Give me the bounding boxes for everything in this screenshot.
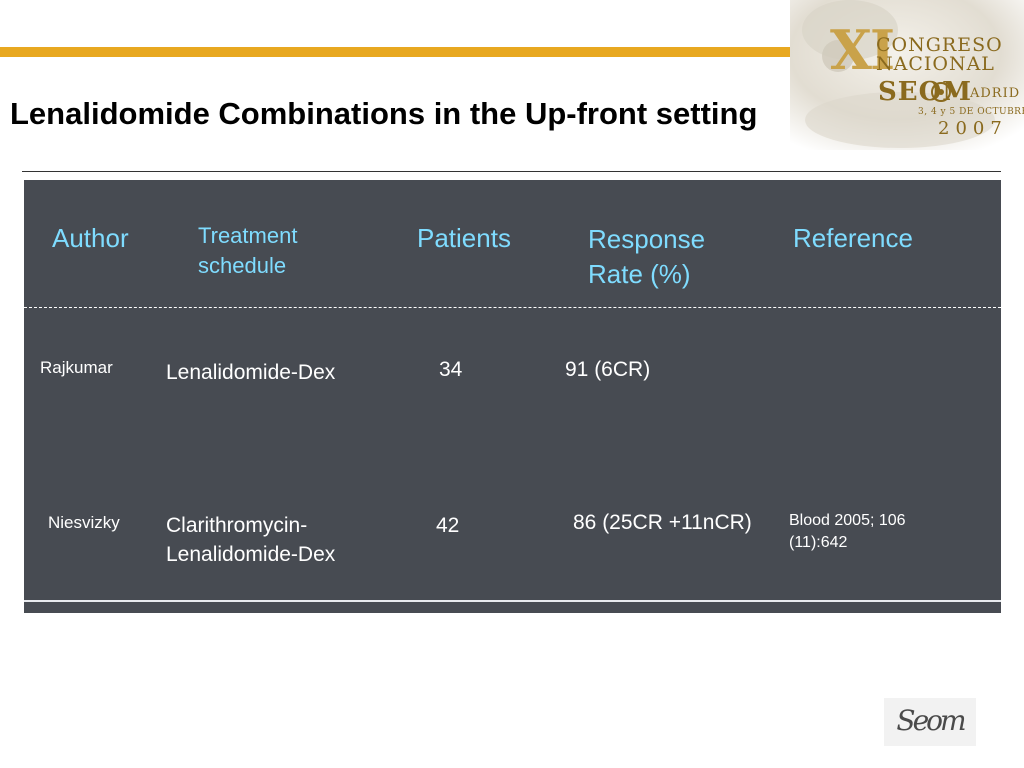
- logo-city: ADRID: [970, 86, 1021, 101]
- logo-seom: SEOM: [878, 77, 973, 107]
- row-1-author: Rajkumar: [40, 358, 113, 377]
- row-2-schedule: Clarithromycin-Lenalidomide-Dex: [166, 514, 336, 567]
- row-2-patients: 42: [436, 514, 460, 537]
- logo-numeral: XI: [830, 18, 895, 82]
- header-response-rate: Response Rate (%): [588, 224, 706, 289]
- logo-line-congreso: CONGRESO: [876, 34, 1003, 56]
- row-2-author: Niesvizky: [48, 513, 120, 532]
- header-patients: Patients: [417, 223, 511, 253]
- header-author: Author: [52, 223, 129, 253]
- footer-logo-text: Seom: [896, 704, 966, 737]
- logo-background-graphic: [790, 0, 1024, 150]
- row-1-response: 91 (6CR): [565, 358, 651, 381]
- row-2-response: 86 (25CR +11nCR): [573, 511, 752, 534]
- row-1-patients: 34: [439, 358, 463, 381]
- table-bottom-rule: [24, 600, 1001, 602]
- header-divider: [24, 307, 1001, 308]
- results-table: [24, 180, 1001, 613]
- congress-logo: XI CONGRESO NACIONAL SEOM ADRID 3, 4 y 5…: [790, 0, 1024, 150]
- logo-date: 3, 4 y 5 DE OCTUBRE: [918, 107, 1024, 117]
- row-1-schedule: Lenalidomide-Dex: [166, 361, 336, 384]
- seom-footer-logo: Seom: [884, 698, 976, 746]
- accent-bar: [0, 47, 840, 57]
- row-2-reference: Blood 2005; 106 (11):642: [789, 512, 906, 552]
- title-divider: [22, 171, 1001, 172]
- header-treatment-schedule: Treatment schedule: [198, 223, 298, 278]
- slide-title: Lenalidomide Combinations in the Up-fron…: [10, 96, 758, 131]
- logo-year: 2007: [938, 118, 1008, 139]
- logo-line-nacional: NACIONAL: [876, 53, 995, 75]
- header-reference: Reference: [793, 223, 913, 253]
